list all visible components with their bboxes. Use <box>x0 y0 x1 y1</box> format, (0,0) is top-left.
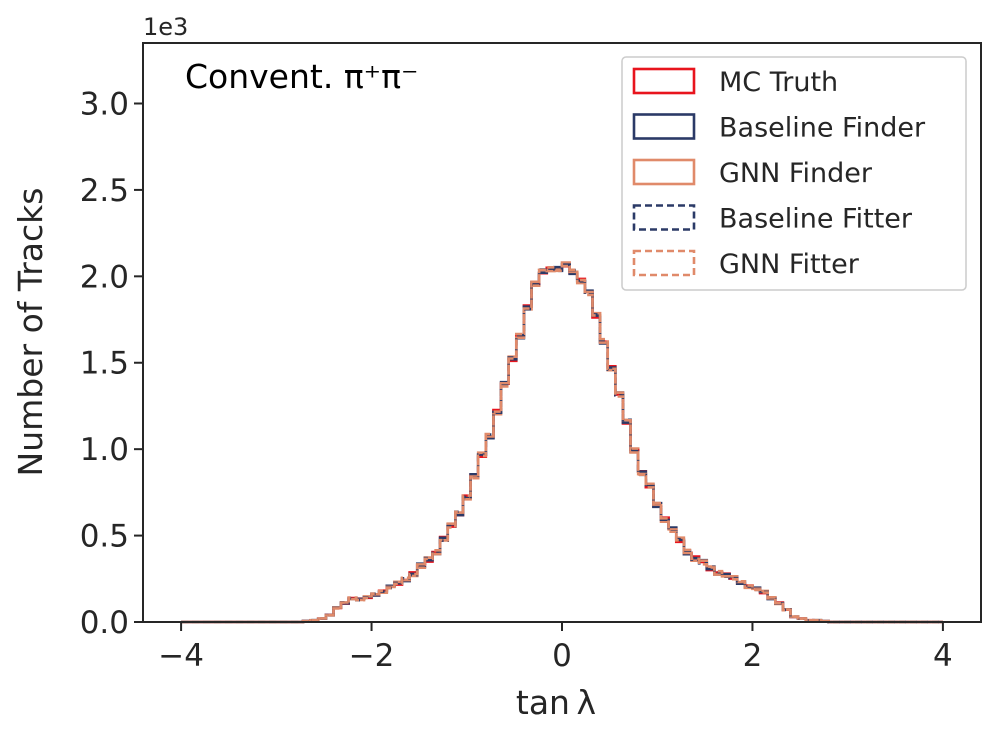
y-tick-label: 1.5 <box>80 346 129 382</box>
x-tick-label: −2 <box>349 638 395 674</box>
legend-swatch <box>632 158 696 186</box>
legend-label: Baseline Finder <box>719 113 926 144</box>
y-offset-text: 1e3 <box>143 13 188 41</box>
y-tick-label: 3.0 <box>80 86 129 122</box>
series-gnn-fitter <box>181 264 943 624</box>
y-tick-label: 2.0 <box>80 259 129 295</box>
x-tick-label: −4 <box>158 638 204 674</box>
legend-label: Baseline Fitter <box>719 204 913 235</box>
x-tick-label: 0 <box>552 638 572 674</box>
x-tick-label: 2 <box>743 638 763 674</box>
x-axis: −4 −2 0 2 4 <box>158 622 953 674</box>
legend-frame <box>621 56 967 291</box>
legend-swatch <box>632 113 696 140</box>
legend-swatch <box>632 249 696 277</box>
y-tick-label: 1.0 <box>80 432 129 468</box>
legend: MC Truth Baseline Finder GNN Finder Baselin… <box>621 56 967 291</box>
y-tick-label: 2.5 <box>80 173 129 209</box>
legend-label: GNN Finder <box>719 158 873 189</box>
x-tick-label: 4 <box>933 638 953 674</box>
y-axis: 0.0 0.5 1.0 1.5 2.0 2.5 3.0 <box>80 86 143 641</box>
y-tick-label: 0.5 <box>80 519 129 555</box>
x-axis-label: tan λ <box>516 683 596 722</box>
y-tick-label: 0.0 <box>80 605 129 641</box>
legend-swatch <box>632 204 696 231</box>
y-axis-label: Number of Tracks <box>11 188 50 477</box>
legend-label: GNN Fitter <box>719 249 860 280</box>
series-layer <box>181 261 943 624</box>
legend-swatch <box>632 67 696 95</box>
chart-annotation: Convent. π⁺π⁻ <box>185 57 418 96</box>
legend-label: MC Truth <box>719 67 838 98</box>
